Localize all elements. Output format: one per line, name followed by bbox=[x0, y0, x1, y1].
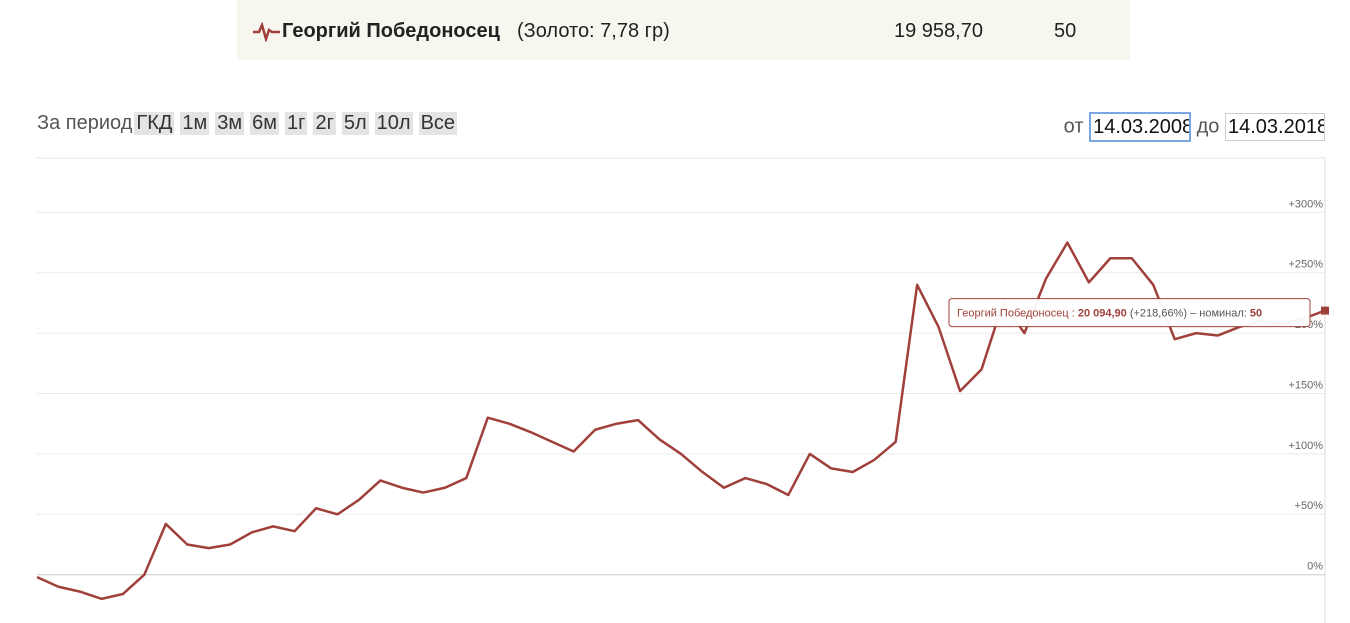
period-label: За период bbox=[37, 112, 133, 134]
coin-detail: (Золото: 7,78 гр) bbox=[517, 20, 670, 42]
end-marker bbox=[1321, 306, 1329, 315]
coin-row[interactable]: Георгий Победоносец (Золото: 7,78 гр) 19… bbox=[237, 0, 1130, 60]
period-button[interactable]: Все bbox=[418, 112, 458, 135]
y-tick-label: 0% bbox=[1307, 561, 1323, 573]
price-line bbox=[36, 241, 1326, 601]
tooltip-box bbox=[948, 298, 1311, 328]
icon bbox=[253, 22, 280, 42]
tooltip-change: (+218,66%) bbox=[1130, 307, 1187, 319]
period-button[interactable]: ГКД bbox=[134, 112, 175, 135]
period-button[interactable]: 10л bbox=[374, 112, 413, 135]
period-button[interactable]: 6м bbox=[250, 112, 280, 135]
period-button[interactable]: 3м bbox=[215, 112, 245, 135]
period-button[interactable]: 2г bbox=[313, 112, 336, 135]
tooltip-name: Георгий Победоносец bbox=[957, 307, 1069, 319]
coin-price: 19 958,70 bbox=[894, 20, 983, 42]
date-range: от 14.03.2008 до 14.03.2018 bbox=[1064, 112, 1325, 142]
from-input[interactable]: 14.03.2008 bbox=[1089, 112, 1192, 142]
period-bar: За период ГКД 1м 3м 6м 1г 2г 5л 10л Все bbox=[37, 112, 463, 135]
period-button[interactable]: 5л bbox=[341, 112, 369, 135]
y-tick-label: +250% bbox=[1288, 259, 1323, 271]
y-tick-label: +100% bbox=[1288, 440, 1323, 452]
tooltip-nominal: 50 bbox=[1250, 307, 1262, 319]
y-tick-label: +300% bbox=[1288, 198, 1323, 210]
tooltip: Георгий Победоносец : 20 094,90 (+218,66… bbox=[957, 307, 1262, 319]
to-label: до bbox=[1196, 115, 1220, 138]
tooltip-value: 20 094,90 bbox=[1078, 307, 1127, 319]
period-button[interactable]: 1г bbox=[285, 112, 308, 135]
to-input[interactable]: 14.03.2018 bbox=[1225, 113, 1325, 141]
coin-nominal: 50 bbox=[1054, 20, 1077, 42]
coin-name: Георгий Победоносец bbox=[282, 20, 500, 42]
y-tick-label: +50% bbox=[1295, 500, 1324, 512]
tooltip-nominal-label: – номинал: bbox=[1190, 307, 1247, 319]
y-tick-label: +150% bbox=[1288, 379, 1323, 391]
from-label: от bbox=[1063, 115, 1084, 138]
period-button[interactable]: 1м bbox=[180, 112, 210, 135]
